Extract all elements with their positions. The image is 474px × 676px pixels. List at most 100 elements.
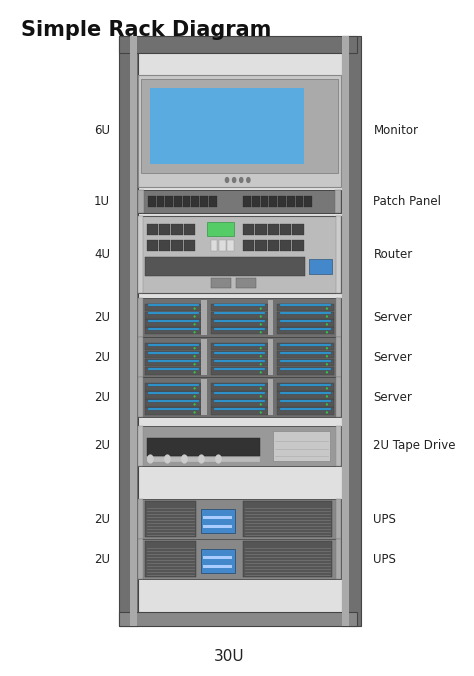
Bar — [280, 344, 331, 345]
Text: Router: Router — [374, 248, 413, 261]
Bar — [277, 312, 334, 318]
Bar — [277, 352, 334, 358]
Bar — [292, 240, 304, 251]
Circle shape — [226, 178, 228, 183]
Bar — [336, 500, 341, 539]
Bar — [214, 408, 264, 410]
Bar — [146, 457, 260, 462]
Circle shape — [260, 404, 261, 405]
Bar — [137, 539, 341, 579]
Bar — [183, 195, 191, 208]
Text: UPS: UPS — [374, 512, 396, 526]
Bar — [184, 240, 195, 251]
Bar — [277, 319, 334, 327]
Bar — [137, 297, 143, 337]
Text: 1U: 1U — [94, 195, 110, 208]
Bar — [243, 224, 255, 235]
Circle shape — [260, 364, 261, 365]
Bar — [137, 216, 143, 293]
Bar — [336, 426, 341, 466]
Circle shape — [194, 388, 195, 389]
Bar — [211, 304, 267, 311]
Circle shape — [194, 372, 195, 373]
Bar — [137, 426, 143, 466]
Text: 2U: 2U — [94, 311, 110, 324]
Bar — [145, 327, 201, 335]
Bar — [147, 240, 158, 251]
Text: 2U: 2U — [94, 512, 110, 526]
Bar — [214, 328, 264, 330]
Bar — [219, 240, 226, 251]
Bar — [267, 299, 273, 335]
Bar — [342, 37, 349, 626]
Bar — [280, 320, 331, 322]
Bar — [214, 304, 264, 306]
Text: 2U Tape Drive: 2U Tape Drive — [374, 439, 456, 452]
Circle shape — [233, 178, 236, 183]
Bar — [211, 278, 231, 289]
Bar — [165, 195, 173, 208]
Circle shape — [165, 455, 170, 463]
Bar — [211, 319, 267, 327]
Bar — [201, 299, 207, 335]
Text: 6U: 6U — [94, 124, 110, 137]
Circle shape — [194, 316, 195, 317]
Text: 2U: 2U — [94, 391, 110, 404]
Bar — [201, 339, 207, 375]
Bar — [145, 391, 201, 399]
Bar — [147, 400, 199, 402]
Circle shape — [260, 412, 261, 413]
Circle shape — [240, 178, 243, 183]
Bar — [159, 224, 171, 235]
Bar — [214, 400, 264, 402]
Bar — [211, 359, 267, 366]
Bar — [137, 190, 341, 214]
Bar — [119, 37, 357, 53]
Bar — [191, 195, 199, 208]
Circle shape — [194, 332, 195, 333]
Circle shape — [260, 388, 261, 389]
Text: Simple Rack Diagram: Simple Rack Diagram — [21, 20, 271, 39]
Bar — [211, 383, 267, 391]
Circle shape — [194, 356, 195, 357]
Bar — [137, 539, 143, 579]
Circle shape — [199, 455, 204, 463]
Bar — [243, 502, 332, 537]
Text: Server: Server — [374, 351, 412, 364]
Bar — [146, 438, 260, 456]
Bar — [335, 190, 341, 214]
Bar — [342, 37, 361, 626]
Circle shape — [194, 324, 195, 325]
Circle shape — [194, 396, 195, 397]
Bar — [214, 312, 264, 314]
Bar — [211, 400, 267, 406]
Bar — [147, 368, 199, 370]
Bar — [336, 539, 341, 579]
Circle shape — [194, 412, 195, 413]
Text: Server: Server — [374, 391, 412, 404]
Bar — [296, 195, 303, 208]
Bar — [201, 509, 236, 533]
Bar — [147, 320, 199, 322]
Bar — [243, 240, 255, 251]
Bar — [243, 195, 251, 208]
Circle shape — [194, 308, 195, 309]
Bar — [159, 240, 171, 251]
Bar — [147, 392, 199, 394]
Bar — [214, 352, 264, 354]
Bar — [268, 224, 279, 235]
Bar — [280, 304, 331, 306]
Bar — [277, 391, 334, 399]
Bar — [277, 327, 334, 335]
Circle shape — [216, 455, 221, 463]
Bar — [236, 278, 256, 289]
Bar — [280, 360, 331, 362]
Bar — [145, 304, 201, 311]
Circle shape — [260, 356, 261, 357]
Bar — [145, 408, 201, 414]
Bar — [280, 352, 331, 354]
Bar — [137, 377, 143, 418]
Bar — [214, 344, 264, 345]
Bar — [137, 500, 143, 539]
Text: 2U: 2U — [94, 439, 110, 452]
